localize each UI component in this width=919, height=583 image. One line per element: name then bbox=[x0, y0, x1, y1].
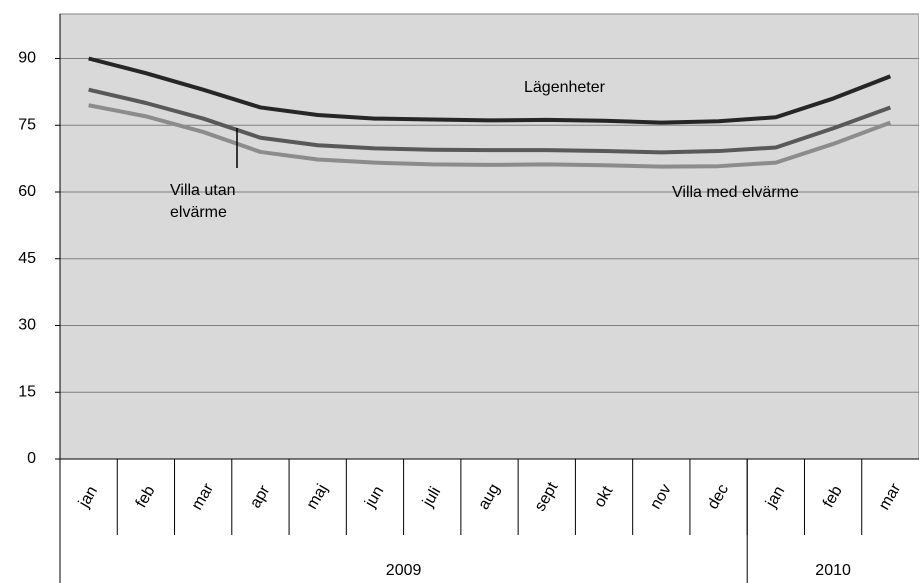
y-tick-label: 0 bbox=[27, 450, 36, 467]
x-tick-label: feb bbox=[820, 483, 846, 511]
series-line bbox=[88, 103, 892, 169]
series-line bbox=[88, 56, 892, 125]
x-tick-label: juli bbox=[419, 484, 444, 510]
y-tick-label: 60 bbox=[18, 183, 36, 200]
y-tick-label: 30 bbox=[18, 317, 36, 334]
x-tick-label: nov bbox=[647, 481, 675, 512]
x-tick-label: okt bbox=[591, 483, 617, 510]
series-label: Villa med elvärme bbox=[672, 184, 799, 201]
series-label: Villa utan elvärme bbox=[170, 182, 236, 221]
y-tick-label: 90 bbox=[18, 50, 36, 67]
x-tick-label: mar bbox=[876, 480, 905, 513]
x-tick-label: feb bbox=[133, 483, 159, 511]
x-tick-label: jun bbox=[362, 483, 388, 511]
y-tick-label: 15 bbox=[18, 383, 36, 400]
x-tick-label: jan bbox=[762, 483, 788, 511]
y-tick-label: 45 bbox=[18, 250, 36, 267]
x-tick-label: aug bbox=[475, 481, 503, 513]
x-tick-label: jan bbox=[75, 483, 101, 511]
series-label: Lägenheter bbox=[524, 79, 605, 96]
y-tick-label: 75 bbox=[18, 116, 36, 133]
x-tick-label: maj bbox=[304, 481, 332, 512]
x-tick-label: apr bbox=[247, 482, 274, 511]
x-tick-label: sept bbox=[532, 479, 562, 514]
x-tick-label: mar bbox=[189, 480, 218, 513]
group-label: 2009 bbox=[386, 562, 422, 579]
group-label: 2010 bbox=[815, 562, 851, 579]
x-tick-label: dec bbox=[705, 481, 733, 512]
series-line bbox=[88, 87, 892, 155]
